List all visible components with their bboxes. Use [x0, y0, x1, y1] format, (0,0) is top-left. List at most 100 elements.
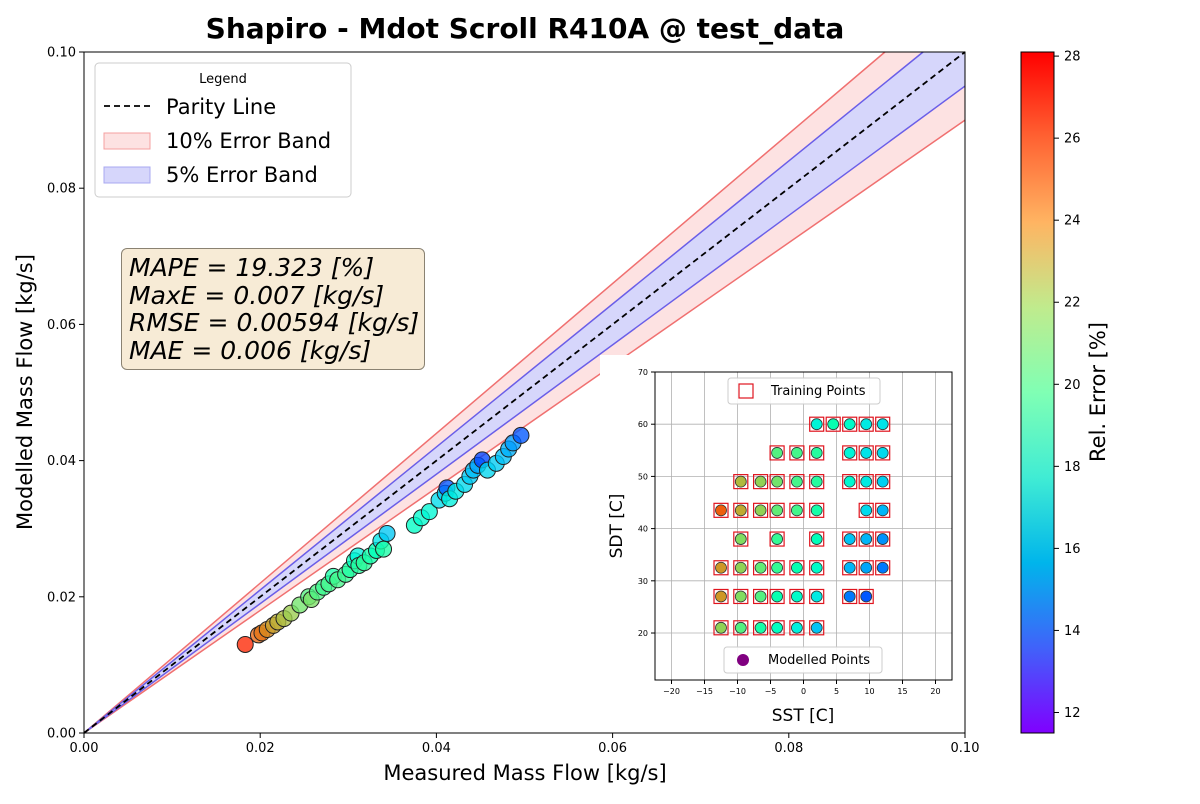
inset-modelled-point	[791, 447, 803, 459]
inset-modelled-point	[771, 621, 783, 634]
inset-modelled-point	[771, 590, 783, 603]
colorbar-tick-label: 16	[1064, 542, 1081, 557]
inset-modelled-point	[754, 504, 767, 517]
inset-modelled-point	[876, 475, 889, 488]
inset-x-tick-label: 20	[930, 687, 940, 696]
error-band-upper-edge	[83, 51, 886, 734]
inset-training-point	[752, 474, 769, 490]
inset-modelled-point	[754, 561, 767, 574]
inset-modelled-point	[843, 447, 856, 459]
inset-modelled-point	[734, 504, 747, 517]
y-tick-label: 0.10	[47, 46, 76, 61]
inset-training-point	[842, 531, 858, 547]
inset-modelled-point	[843, 561, 856, 574]
inset-x-tick-label: 15	[897, 687, 907, 696]
inset-y-ticks: 20 30 40 50 60 70	[638, 368, 655, 638]
inset-training-point	[809, 474, 825, 490]
inset-modelled-point	[810, 418, 823, 431]
y-tick-label: 0.02	[47, 590, 76, 605]
inset-modelled-point	[860, 561, 873, 574]
inset-modelled-point	[810, 447, 823, 459]
inset-modelled-point	[860, 475, 873, 488]
inset-training-point	[875, 474, 891, 490]
x-axis-label: Measured Mass Flow [kg/s]	[383, 761, 666, 785]
inset-training-point	[809, 416, 825, 432]
inset-training-point	[858, 474, 874, 490]
inset-modelled-point	[734, 533, 747, 545]
legend-10pct-label: 10% Error Band	[166, 129, 331, 153]
inset-modelled-point	[715, 561, 727, 574]
y-ticks: 0.00 0.02 0.04 0.06 0.08 0.10	[47, 46, 84, 742]
inset-training-point	[875, 560, 891, 576]
x-tick-label: 0.10	[951, 741, 980, 756]
y-tick-label: 0.04	[47, 454, 76, 469]
inset-training-point	[769, 502, 785, 518]
inset-training-point	[752, 560, 769, 576]
inset-modelled-point	[791, 504, 803, 517]
inset-modelled-point	[810, 621, 823, 634]
inset-modelled-point	[860, 590, 873, 603]
legend: Legend Parity Line 10% Error Band 5% Err…	[94, 62, 352, 198]
inset-legend-modelled-box	[723, 646, 883, 674]
x-tick-label: 0.02	[246, 741, 275, 756]
inset-training-point	[842, 560, 858, 576]
inset-training-point	[789, 588, 805, 605]
x-ticks: 0.00 0.02 0.04 0.06 0.08 0.10	[70, 733, 980, 756]
x-tick-label: 0.08	[774, 741, 803, 756]
x-tick-label: 0.04	[422, 741, 451, 756]
inset-training-point	[769, 588, 785, 605]
colorbar-tick-label: 28	[1064, 50, 1081, 65]
x-tick-label: 0.06	[598, 741, 627, 756]
inset-training-point	[769, 560, 785, 576]
inset-modelled-swatch	[737, 654, 749, 666]
inset-modelled-point	[860, 418, 873, 431]
colorbar-tick-label: 18	[1064, 460, 1081, 475]
error-band-lower-edge	[83, 119, 966, 734]
inset-training-point	[858, 416, 874, 432]
data-point	[512, 426, 530, 444]
inset-training-point	[825, 416, 841, 432]
inset-training-point	[858, 445, 874, 461]
inset-modelled-point	[754, 590, 767, 603]
inset-training-point	[809, 445, 825, 461]
y-axis-label: Modelled Mass Flow [kg/s]	[13, 254, 37, 530]
inset-x-tick-label: −10	[729, 687, 746, 696]
y-tick-label: 0.08	[47, 182, 76, 197]
inset-x-tick-label: −5	[765, 687, 777, 696]
inset-modelled-point	[715, 621, 727, 634]
inset-modelled-point	[876, 418, 889, 431]
inset-training-point	[769, 620, 785, 636]
metric-mape: MAPE = 19.323 [%]	[129, 253, 375, 282]
colorbar-tick-label: 20	[1064, 378, 1081, 393]
colorbar-tick-label: 14	[1064, 624, 1081, 639]
metric-mae: MAE = 0.006 [kg/s]	[129, 335, 372, 365]
inset-training-swatch	[738, 383, 754, 399]
inset-training-point	[789, 502, 805, 518]
inset-modelled-point	[827, 418, 840, 431]
legend-parity-label: Parity Line	[166, 95, 276, 119]
inset-training-point	[733, 531, 749, 547]
inset-training-point	[842, 445, 858, 461]
inset-modelled-point	[810, 504, 823, 517]
plot-frame	[83, 51, 966, 734]
inset-training-point	[713, 620, 729, 636]
data-point	[420, 503, 438, 521]
inset-modelled-label: Modelled Points	[768, 653, 870, 668]
inset-modelled-point	[791, 475, 803, 488]
inset-modelled-point	[754, 475, 767, 488]
inset-training-point	[789, 474, 805, 490]
inset-training-point	[752, 620, 769, 636]
inset-y-tick-label: 20	[638, 629, 648, 638]
inset-training-point	[733, 588, 749, 605]
inset-y-axis-label: SDT [C]	[607, 494, 627, 559]
colorbar-tick-label: 12	[1064, 706, 1081, 721]
inset-training-point	[875, 531, 891, 547]
inset-training-point	[769, 531, 785, 547]
colorbar-tick-label: 22	[1064, 296, 1081, 311]
inset-modelled-point	[791, 561, 803, 574]
inset-modelled-point	[843, 590, 856, 603]
inset-modelled-point	[734, 475, 747, 488]
inset-modelled-point	[876, 447, 889, 459]
inset-modelled-point	[734, 621, 747, 634]
inset-y-tick-label: 40	[638, 525, 648, 534]
